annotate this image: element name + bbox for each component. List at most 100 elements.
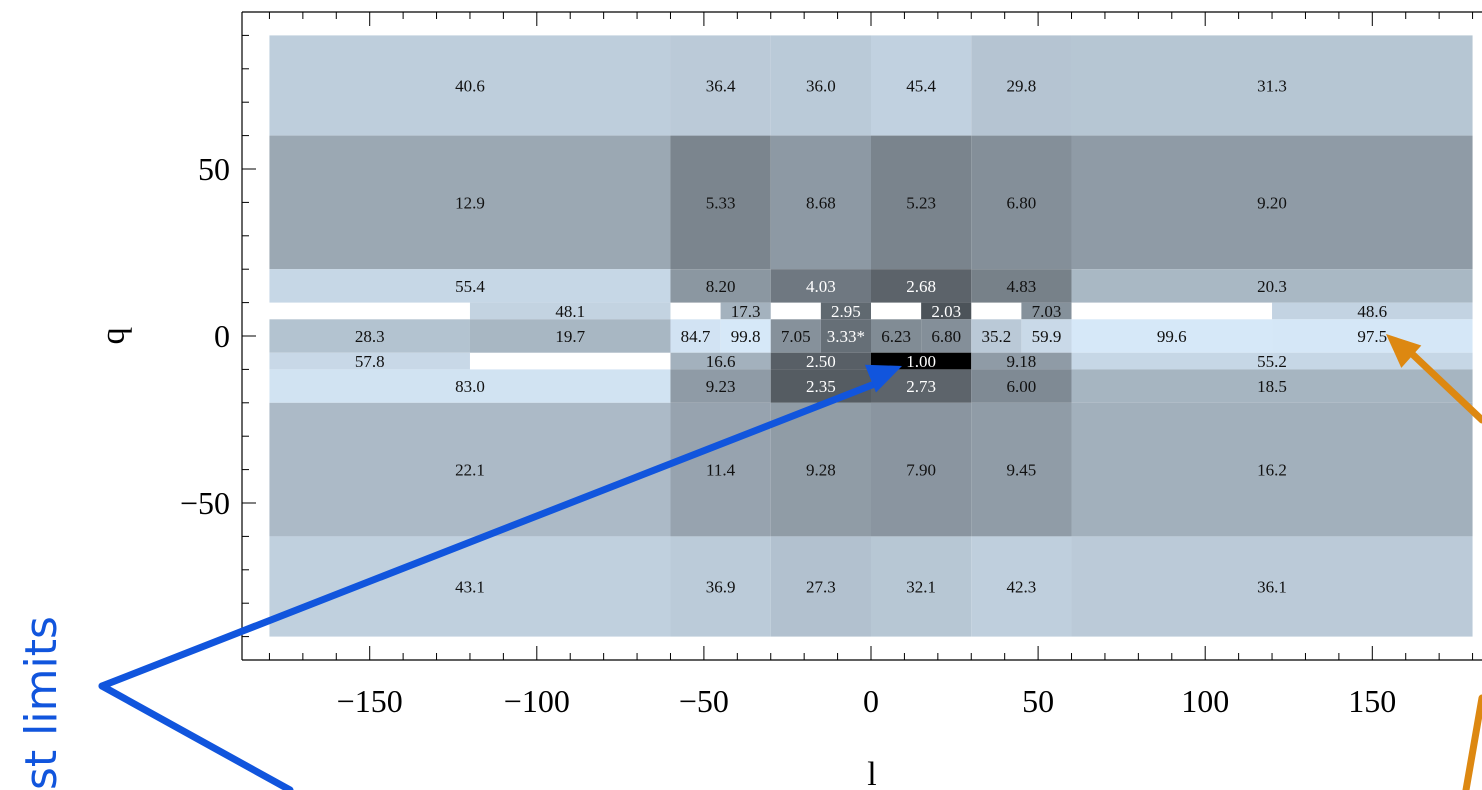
heatmap-cell [770, 536, 871, 637]
heatmap-cell [269, 352, 470, 370]
heatmap-cell [1071, 352, 1473, 370]
cell-value-label: 7.03 [1032, 302, 1062, 321]
cell-value-label: 31.3 [1257, 77, 1287, 96]
annotation-text: st limits [16, 616, 67, 790]
heatmap-cell [770, 269, 871, 303]
heatmap-cell [770, 35, 871, 136]
heatmap-cell [670, 369, 771, 403]
cell-value-label: 2.68 [906, 277, 936, 296]
heatmap-cell [670, 135, 771, 270]
heatmap-cell [971, 319, 1022, 353]
cell-value-label: 5.33 [706, 193, 736, 212]
x-tick-label: −100 [504, 683, 570, 719]
annotation-arrows [98, 334, 1482, 790]
cell-value-label: 2.03 [931, 302, 961, 321]
cell-value-label: 83.0 [455, 377, 485, 396]
cell-value-label: 7.05 [781, 327, 811, 346]
cell-value-label: 43.1 [455, 578, 485, 597]
x-axis-label: l [867, 756, 876, 790]
cell-value-label: 22.1 [455, 461, 485, 480]
heatmap-cell [670, 269, 771, 303]
heatmap-cell [1071, 536, 1473, 637]
heatmap-cell [770, 352, 871, 370]
cell-value-label: 16.6 [706, 352, 736, 371]
cell-value-label: 9.20 [1257, 193, 1287, 212]
heatmap-cell [1272, 302, 1473, 320]
cell-value-label: 9.18 [1007, 352, 1037, 371]
cell-value-label: 48.6 [1357, 302, 1387, 321]
cell-value-label: 16.2 [1257, 461, 1287, 480]
heatmap-cell [720, 302, 771, 320]
blue-arrow-shaft [98, 381, 876, 690]
heatmap-cell [1071, 402, 1473, 537]
heatmap-cell [871, 135, 972, 270]
blue-arrowhead [864, 364, 902, 393]
x-tick-label: 50 [1022, 683, 1054, 719]
heatmap-cell [1021, 319, 1072, 353]
cell-value-label: 19.7 [555, 327, 585, 346]
y-tick-label: 0 [214, 318, 230, 354]
cell-value-label: 20.3 [1257, 277, 1287, 296]
heatmap-cell [269, 536, 671, 637]
heatmap-cell [1071, 35, 1473, 136]
cell-value-label: 36.1 [1257, 578, 1287, 597]
heatmap-cell [269, 369, 671, 403]
cell-value-label: 11.4 [706, 461, 736, 480]
cell-value-label: 55.4 [455, 277, 485, 296]
heatmap-cell [971, 536, 1072, 637]
heatmap-cell [971, 135, 1072, 270]
cell-value-label: 9.45 [1007, 461, 1037, 480]
cell-value-label: 2.95 [831, 302, 861, 321]
cell-value-label: 55.2 [1257, 352, 1287, 371]
cell-value-label: 40.6 [455, 77, 485, 96]
cell-value-label: 99.6 [1157, 327, 1187, 346]
cell-value-label: 6.80 [931, 327, 961, 346]
cell-value-label: 7.90 [906, 461, 936, 480]
x-tick-label: 100 [1181, 683, 1229, 719]
heatmap-cell [921, 302, 972, 320]
y-tick-label: 50 [198, 151, 230, 187]
heatmap-cell [971, 352, 1072, 370]
heatmap-cell [921, 319, 972, 353]
heatmap-cell [269, 35, 671, 136]
cell-value-label: 28.3 [355, 327, 385, 346]
heatmap-cell [1071, 269, 1473, 303]
heatmap-cell [670, 536, 771, 637]
cell-value-label: 9.23 [706, 377, 736, 396]
heatmap-cell [770, 402, 871, 537]
y-axis-label: b [100, 328, 137, 345]
heatmap-cell [1272, 319, 1473, 353]
cell-value-label: 45.4 [906, 77, 936, 96]
heatmap-cell [670, 352, 771, 370]
cell-value-label: 99.8 [731, 327, 761, 346]
cell-value-label: 18.5 [1257, 377, 1287, 396]
cell-value-label: 17.3 [731, 302, 761, 321]
heatmap-cell [1071, 369, 1473, 403]
heatmap-cell [871, 35, 972, 136]
cell-value-label: 36.0 [806, 77, 836, 96]
heatmap-cell [971, 269, 1072, 303]
cell-value-label: 9.28 [806, 461, 836, 480]
heatmap-cell [770, 369, 871, 403]
heatmap-cell [269, 402, 671, 537]
blue-line-lower [98, 682, 294, 790]
cell-value-label: 1.00 [906, 352, 936, 371]
cell-value-label: 6.23 [881, 327, 911, 346]
cell-value-label: 32.1 [906, 578, 936, 597]
heatmap-cell [971, 369, 1072, 403]
heatmap-cell [871, 319, 922, 353]
cell-value-label: 42.3 [1007, 578, 1037, 597]
heatmap-cell [469, 319, 671, 353]
cell-value-label: 48.1 [555, 302, 585, 321]
heatmap-cell [720, 319, 771, 353]
cell-value-label: 97.5 [1357, 327, 1387, 346]
cell-value-label: 6.80 [1007, 193, 1037, 212]
heatmap-cell [820, 319, 871, 353]
heatmap-cell [670, 319, 721, 353]
cell-value-label: 5.23 [906, 193, 936, 212]
cell-value-label: 8.20 [706, 277, 736, 296]
heatmap-cell [871, 352, 972, 370]
cell-value-label: 6.00 [1007, 377, 1037, 396]
heatmap-cell [820, 302, 871, 320]
heatmap-cell [1021, 302, 1072, 320]
